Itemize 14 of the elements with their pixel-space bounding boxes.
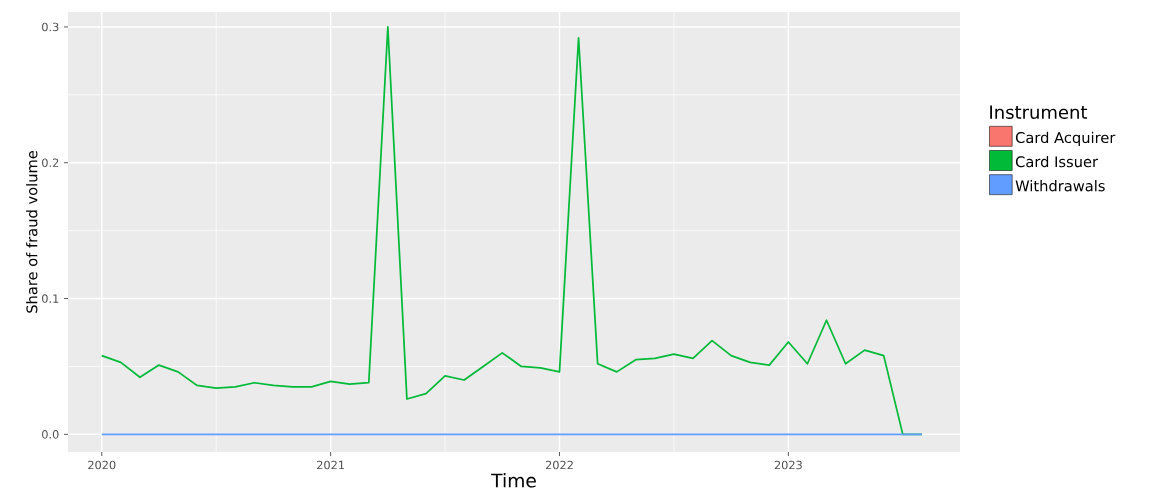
y-tick-label: 0.1 [42,294,59,303]
x-tick-label: 2023 [774,460,802,470]
legend-label: Withdrawals [1015,180,1105,192]
y-tick-label: 0.0 [42,430,59,439]
legend-title: Instrument [990,105,1088,119]
y-tick-label: 0.2 [42,158,59,168]
y-tick-label: 0.3 [42,22,59,32]
legend-label: Card Acquirer [1015,131,1116,146]
y-axis-title: Share of fraud volume [26,150,38,313]
x-axis-title: Time [491,473,536,488]
x-tick-label: 2022 [545,460,573,470]
x-tick-label: 2020 [88,460,116,470]
x-tick-label: 2021 [317,460,344,470]
legend-label: Card Issuer [1015,155,1099,168]
